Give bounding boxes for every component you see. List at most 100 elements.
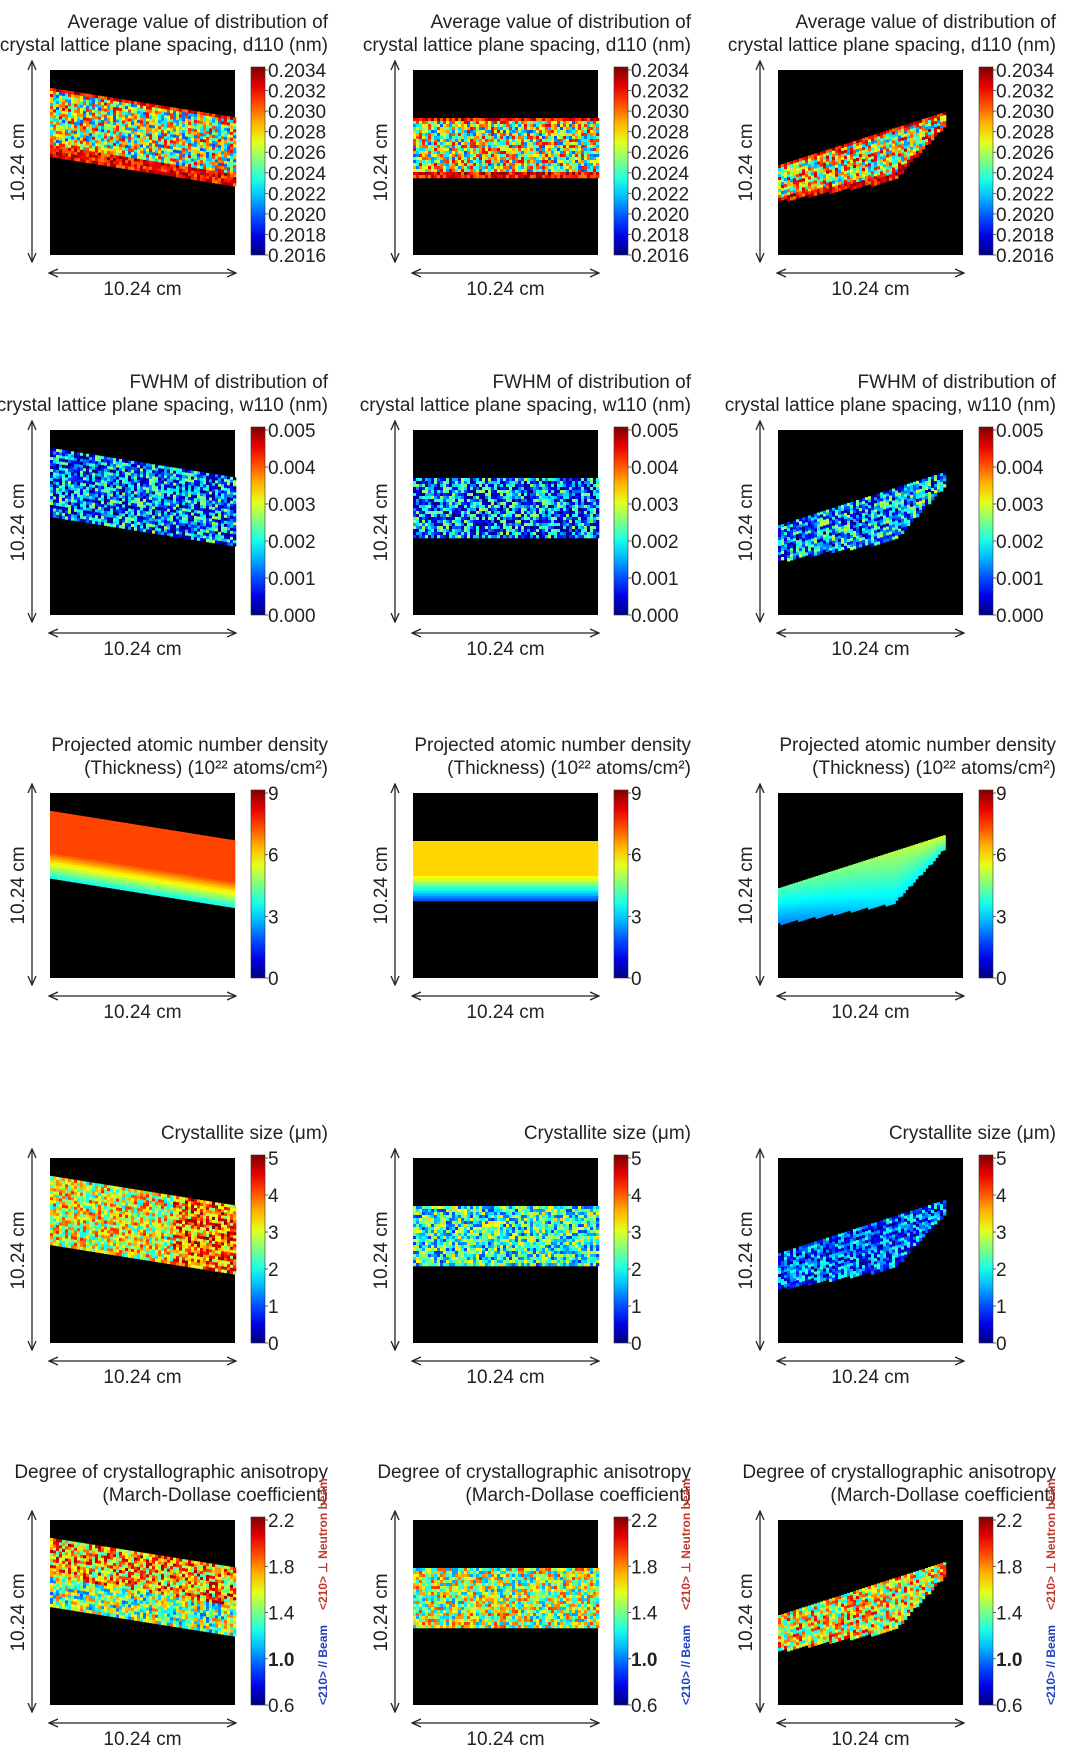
map-cell — [182, 481, 186, 485]
map-cell — [77, 116, 81, 120]
map-cell — [470, 148, 474, 152]
map-cell — [167, 520, 171, 525]
map-cell — [820, 184, 824, 188]
map-cell — [146, 130, 150, 134]
map-cell — [119, 141, 123, 145]
map-cell — [503, 133, 507, 137]
map-cell — [140, 159, 144, 163]
map-cell — [233, 537, 237, 541]
colorbar-tick-label: 0.003 — [268, 495, 316, 516]
map-cell — [68, 108, 72, 113]
map-cell — [206, 112, 210, 117]
map-cell — [98, 113, 102, 117]
map-cell — [191, 152, 195, 156]
map-cell — [206, 481, 210, 486]
map-cell — [194, 165, 198, 169]
map-cell — [545, 130, 549, 134]
map-cell — [92, 490, 96, 495]
map-cell — [461, 145, 465, 149]
map-cell — [206, 526, 210, 531]
map-cell — [476, 133, 480, 137]
map-cell — [506, 130, 510, 134]
map-cell — [125, 130, 129, 134]
map-cell — [883, 140, 887, 144]
map-cell — [185, 172, 189, 176]
map-cell — [62, 98, 66, 103]
map-cell — [835, 176, 839, 181]
map-cell — [859, 178, 863, 182]
map-cell — [68, 117, 72, 122]
map-cell — [116, 158, 120, 162]
map-cell — [443, 142, 447, 146]
map-cell — [170, 143, 174, 147]
map-cell — [419, 163, 423, 167]
map-cell — [808, 179, 812, 183]
map-cell — [122, 135, 126, 139]
map-cell — [491, 118, 495, 122]
map-cell — [539, 172, 543, 176]
map-cell — [107, 136, 111, 140]
map-cell — [215, 501, 219, 505]
map-cell — [209, 506, 213, 510]
map-cell — [440, 154, 444, 158]
map-cell — [464, 169, 468, 173]
map-cell — [841, 174, 845, 179]
map-cell — [230, 512, 234, 517]
map-cell — [218, 141, 222, 146]
map-cell — [218, 486, 222, 491]
map-cell — [922, 139, 926, 144]
map-cell — [509, 118, 513, 122]
map-cell — [829, 163, 833, 167]
map-cell — [434, 175, 438, 179]
map-cell — [149, 142, 153, 147]
map-cell — [137, 488, 141, 493]
map-cell — [218, 537, 222, 542]
map-cell — [155, 527, 159, 532]
map-cell — [104, 135, 108, 139]
map-cell — [170, 119, 174, 123]
map-cell — [56, 472, 60, 477]
map-cell — [119, 486, 123, 490]
map-cell — [53, 454, 57, 458]
map-cell — [575, 175, 579, 179]
map-cell — [572, 166, 576, 170]
map-cell — [71, 109, 75, 113]
map-cell — [167, 166, 171, 171]
map-cell — [194, 537, 198, 541]
map-cell — [128, 112, 132, 116]
map-cell — [152, 146, 156, 150]
map-cell — [560, 139, 564, 143]
colorbar-tick-label: 0.004 — [268, 458, 316, 479]
map-cell — [197, 534, 201, 538]
map-cell — [89, 154, 93, 158]
map-cell — [500, 136, 504, 140]
map-cell — [116, 119, 120, 123]
map-cell — [566, 151, 570, 155]
map-cell — [548, 145, 552, 149]
map-cell — [437, 148, 441, 152]
map-cell — [188, 140, 192, 144]
map-cell — [95, 479, 99, 483]
map-cell — [125, 490, 129, 494]
map-cell — [143, 138, 147, 143]
map-cell — [110, 514, 114, 518]
map-cell — [86, 105, 90, 110]
map-cell — [143, 147, 147, 152]
map-cell — [916, 123, 920, 128]
map-cell — [92, 484, 96, 489]
map-cell — [224, 133, 228, 138]
map-cell — [113, 101, 117, 105]
map-cell — [512, 136, 516, 140]
map-cell — [152, 113, 156, 117]
map-cell — [68, 489, 72, 494]
map-cell — [215, 489, 219, 493]
map-cell — [89, 472, 93, 476]
map-cell — [787, 180, 791, 184]
map-cell — [152, 473, 156, 477]
map-cell — [98, 128, 102, 132]
map-cell — [488, 172, 492, 176]
map-cell — [179, 531, 183, 535]
map-cell — [497, 133, 501, 137]
map-cell — [428, 172, 432, 176]
map-cell — [191, 116, 195, 120]
